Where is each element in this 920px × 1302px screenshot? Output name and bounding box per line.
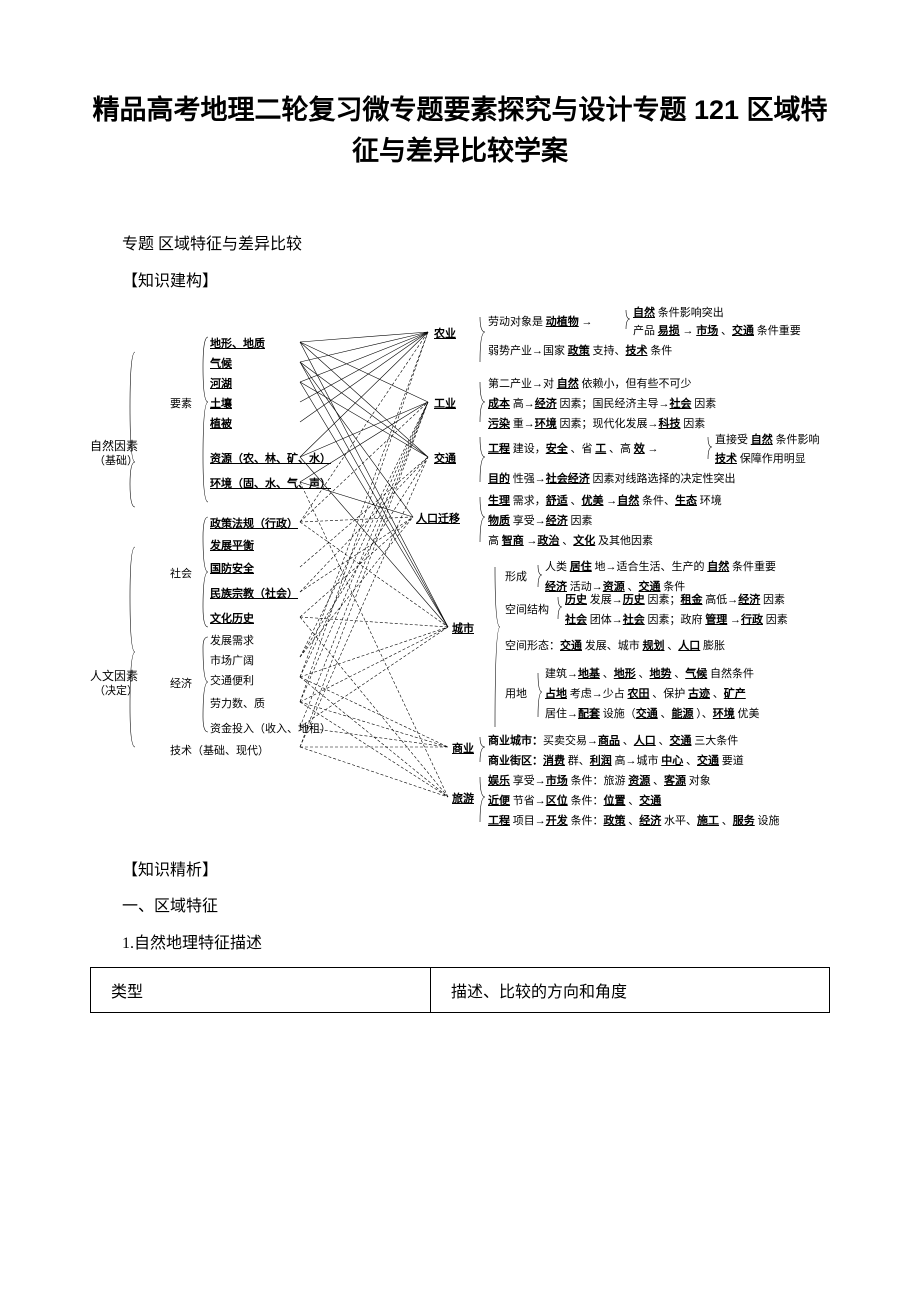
city-struct: 空间结构 [505, 601, 549, 617]
tour-2: 近便 节省→区位 条件：位置 、交通 [488, 792, 661, 808]
trans-2: 目的 性强→社会经济 因素对线路选择的决定性突出 [488, 470, 736, 486]
knowledge-diagram: 自然因素 （基础） 人文因素 （决定） 要素 社会 经济 技术（基础、现代） 地… [90, 307, 850, 837]
subtitle: 专题 区域特征与差异比较 [90, 231, 830, 260]
com-2: 商业街区：消费 群、利润 高→城市 中心 、交通 要道 [488, 752, 744, 768]
l1-society: 社会 [170, 565, 192, 581]
nat-env: 环境（固、水、气、声） [210, 475, 331, 491]
trans-1: 工程 建设，安全 、省 工 、高 效 → [488, 440, 659, 456]
l1-economy: 经济 [170, 675, 192, 691]
mid-tourism: 旅游 [452, 790, 474, 806]
soc-defense: 国防安全 [210, 560, 254, 576]
tour-3: 工程 项目→开发 条件：政策 、经济 水平、施工 、服务 设施 [488, 812, 780, 828]
root-natural-sub: （基础） [94, 452, 138, 468]
agri-1b: 产品 易损 → 市场 、交通 条件重要 [633, 322, 801, 338]
section-1: 一、区域特征 [90, 893, 830, 922]
page-title: 精品高考地理二轮复习微专题要素探究与设计专题 121 区域特征与差异比较学案 [90, 90, 830, 171]
city-land: 用地 [505, 685, 527, 701]
agri-2: 弱势产业→国家 政策 支持、技术 条件 [488, 342, 672, 358]
mid-commerce: 商业 [452, 740, 474, 756]
eco-demand: 发展需求 [210, 632, 254, 648]
mid-pop: 人口迁移 [416, 510, 460, 526]
nat-res: 资源（农、林、矿、水） [210, 450, 331, 466]
mid-city: 城市 [452, 620, 474, 636]
pop-3: 高 智商 →政治 、文化 及其他因素 [488, 532, 653, 548]
ind-2: 成本 高→经济 因素；国民经济主导→社会 因素 [488, 395, 716, 411]
tour-1: 娱乐 享受→市场 条件：旅游 资源 、客源 对象 [488, 772, 711, 788]
ind-1: 第二产业→对 自然 依赖小，但有些不可少 [488, 375, 692, 391]
mid-agri: 农业 [434, 325, 456, 341]
nat-river: 河湖 [210, 375, 232, 391]
mid-ind: 工业 [434, 395, 456, 411]
eco-capital: 资金投入（收入、地租） [210, 720, 331, 736]
trans-1b: 技术 保障作用明显 [715, 450, 806, 466]
city-s2: 社会 团体→社会 因素；政府 管理 →行政 因素 [565, 611, 788, 627]
mid-trans: 交通 [434, 450, 456, 466]
city-u1: 建筑→地基 、地形 、地势 、气候 自然条件 [545, 665, 754, 681]
root-human-sub: （决定） [94, 682, 138, 698]
soc-policy: 政策法规（行政） [210, 515, 298, 531]
pop-2: 物质 享受→经济 因素 [488, 512, 593, 528]
eco-transport: 交通便利 [210, 672, 254, 688]
table-cell-type: 类型 [91, 967, 431, 1012]
eco-labor: 劳力数、质 [210, 695, 265, 711]
city-form: 形成 [505, 568, 527, 584]
feature-table: 类型 描述、比较的方向和角度 [90, 967, 830, 1013]
nat-soil: 土壤 [210, 395, 232, 411]
city-s1: 历史 发展→历史 因素；租金 高低→经济 因素 [565, 591, 785, 607]
l1-elements: 要素 [170, 395, 192, 411]
nat-veg: 植被 [210, 415, 232, 431]
trans-1a: 直接受 自然 条件影响 [715, 431, 820, 447]
section-heading-1: 【知识建构】 [90, 268, 830, 297]
city-u2: 占地 考虑→少占 农田 、保护 古迹 、矿产 [545, 685, 746, 701]
agri-1: 劳动对象是 动植物 → [488, 313, 593, 329]
ind-3: 污染 重→环境 因素；现代化发展→科技 因素 [488, 415, 705, 431]
page: 精品高考地理二轮复习微专题要素探究与设计专题 121 区域特征与差异比较学案 专… [0, 0, 920, 1053]
table-row: 类型 描述、比较的方向和角度 [91, 967, 830, 1012]
nat-climate: 气候 [210, 355, 232, 371]
section-1-1: 1.自然地理特征描述 [90, 930, 830, 959]
city-f1: 人类 居住 地→适合生活、生产的 自然 条件重要 [545, 558, 776, 574]
soc-balance: 发展平衡 [210, 537, 254, 553]
eco-market: 市场广阔 [210, 652, 254, 668]
soc-ethnic: 民族宗教（社会） [210, 585, 298, 601]
city-u3: 居住→配套 设施（交通 、能源 ）、环境 优美 [545, 705, 760, 721]
city-spatial: 空间形态：交通 发展、城市 规划 、人口 膨胀 [505, 637, 725, 653]
table-cell-desc: 描述、比较的方向和角度 [430, 967, 829, 1012]
com-1: 商业城市：买卖交易→商品 、人口 、交通 三大条件 [488, 732, 738, 748]
nat-terrain: 地形、地质 [210, 335, 265, 351]
pop-1: 生理 需求，舒适 、优美 →自然 条件、生态 环境 [488, 492, 722, 508]
l1-tech: 技术（基础、现代） [170, 742, 269, 758]
agri-1a: 自然 条件影响突出 [633, 304, 724, 320]
soc-culture: 文化历史 [210, 610, 254, 626]
section-heading-2: 【知识精析】 [90, 857, 830, 886]
